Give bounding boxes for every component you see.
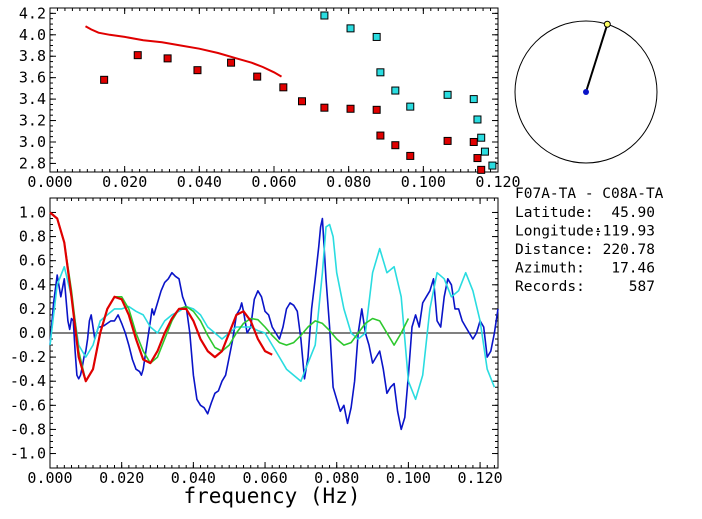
azimuth-circle <box>514 20 658 164</box>
red-marker <box>133 51 142 60</box>
y-tick-label: -1.0 <box>10 445 46 463</box>
info-row-label: Azimuth: <box>515 261 585 277</box>
red-marker <box>193 66 202 75</box>
x-tick-label: 0.020 <box>99 469 144 487</box>
correlation-ticks: 0.000 0.020 0.040 0.060 0.080 0.100 0.120 1.0 0.… <box>10 198 503 487</box>
red-marker <box>469 137 478 146</box>
x-tick-label: 0.080 <box>326 173 371 191</box>
info-row-value: 45.90 <box>611 205 655 221</box>
cyan-marker <box>320 11 329 20</box>
info-row-label: Records: <box>515 279 585 295</box>
dispersion-curve <box>85 25 282 78</box>
red-marker <box>372 105 381 114</box>
x-tick-label: 0.120 <box>458 469 503 487</box>
red-marker <box>406 151 415 160</box>
red-trace <box>49 211 273 383</box>
red-marker <box>279 83 288 92</box>
cyan-marker <box>480 147 489 156</box>
red-marker <box>346 104 355 113</box>
info-row-label: Distance: <box>515 242 594 258</box>
y-tick-label: 0.8 <box>19 228 46 246</box>
cyan-trace <box>49 223 496 401</box>
x-tick-label: 0.100 <box>401 173 446 191</box>
y-tick-label: 1.0 <box>19 203 46 221</box>
dial-tip-dot <box>603 20 611 28</box>
x-tick-label: 0.060 <box>242 469 287 487</box>
y-tick-label: -0.8 <box>10 420 46 438</box>
info-row-label: Latitude: <box>515 205 594 221</box>
x-axis-title: frequency (Hz) <box>183 484 360 508</box>
x-tick-label: 0.080 <box>314 469 359 487</box>
y-tick-label: -0.4 <box>10 372 46 390</box>
correlation-plot: 0.000 0.020 0.040 0.060 0.080 0.100 0.120 1.0 0.… <box>10 197 503 508</box>
cyan-marker <box>391 86 400 95</box>
cyan-marker <box>469 95 478 104</box>
red-marker <box>376 131 385 140</box>
dial-center-dot <box>583 89 589 95</box>
red-marker <box>477 165 486 174</box>
red-marker <box>298 97 306 106</box>
y-tick-label: -0.2 <box>10 348 46 366</box>
red-marker <box>227 58 236 67</box>
cyan-marker <box>406 102 415 111</box>
x-tick-label: 0.060 <box>251 173 296 191</box>
x-tick-label: 0.120 <box>475 173 520 191</box>
x-tick-label: 0.100 <box>386 469 431 487</box>
x-tick-label: 0.020 <box>102 173 147 191</box>
red-marker <box>443 136 452 145</box>
info-row-value: 220.78 <box>603 242 655 258</box>
red-marker <box>391 141 400 150</box>
y-tick-label: 3.0 <box>19 133 46 151</box>
y-tick-label: 4.2 <box>19 4 46 22</box>
y-tick-label: 3.6 <box>19 69 46 87</box>
cyan-marker <box>477 133 486 142</box>
y-tick-label: -0.6 <box>10 396 46 414</box>
y-tick-label: 0.0 <box>19 324 46 342</box>
red-marker <box>100 75 109 84</box>
blue-trace <box>49 217 499 431</box>
x-tick-label: 0.000 <box>27 469 72 487</box>
cyan-marker <box>372 32 381 41</box>
red-marker <box>473 154 482 163</box>
cyan-marker <box>488 161 497 170</box>
dispersion-data <box>85 11 497 174</box>
station-info: F07A-TA - C08A-TA Latitude: 45.90 Longitud… <box>515 186 664 295</box>
dispersion-plot-frame <box>49 7 499 173</box>
azimuth-needle <box>585 23 609 93</box>
info-row-value: 587 <box>629 279 655 295</box>
red-marker <box>253 72 262 81</box>
cyan-marker <box>346 24 355 33</box>
dispersion-ticks: 0.000 0.020 0.040 0.060 0.080 0.100 0.120 2.8 3.… <box>19 4 521 191</box>
x-tick-label: 0.040 <box>177 173 222 191</box>
x-tick-label: 0.040 <box>171 469 216 487</box>
station-pair: F07A-TA - C08A-TA <box>515 186 664 202</box>
red-marker <box>163 54 172 63</box>
y-tick-label: 0.2 <box>19 300 46 318</box>
y-tick-label: 0.4 <box>19 276 46 294</box>
correlation-data <box>49 211 499 431</box>
x-tick-label: 0.000 <box>27 173 72 191</box>
red-marker <box>320 103 329 112</box>
y-tick-label: 3.8 <box>19 47 46 65</box>
dispersion-plot: 0.000 0.020 0.040 0.060 0.080 0.100 0.120 2.8 3.… <box>19 4 521 191</box>
y-tick-label: 3.4 <box>19 90 46 108</box>
y-tick-label: 3.2 <box>19 112 46 130</box>
y-tick-label: 0.6 <box>19 252 46 270</box>
y-tick-label: 2.8 <box>19 154 46 172</box>
info-row-value: 17.46 <box>611 261 655 277</box>
info-row-label: Longitude: <box>515 224 602 240</box>
cyan-marker <box>473 115 482 124</box>
cyan-marker <box>376 68 385 77</box>
azimuth-dial <box>514 20 658 164</box>
info-row-value: -119.93 <box>594 224 655 240</box>
y-tick-label: 4.0 <box>19 26 46 44</box>
cyan-marker <box>443 90 452 99</box>
